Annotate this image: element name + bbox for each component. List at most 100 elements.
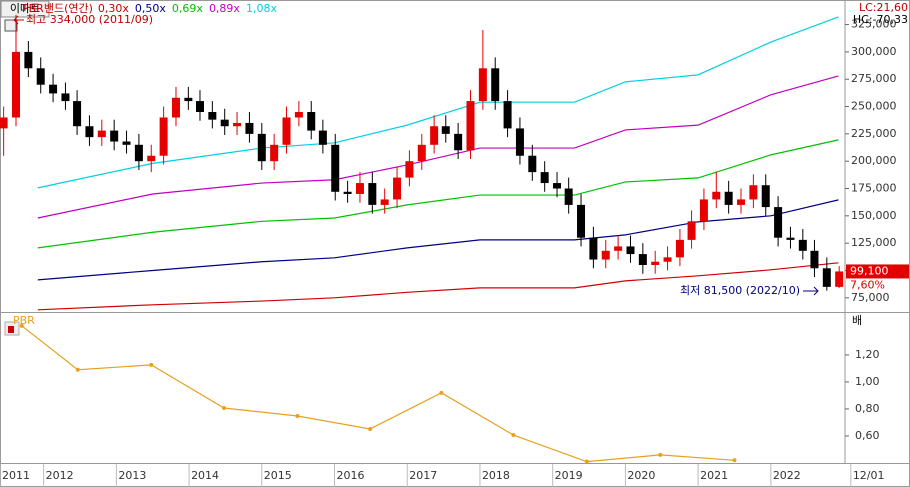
x-tick-label: 2019: [555, 469, 583, 482]
legend-title: PBR밴드(연간): [22, 2, 93, 15]
band-line: [37, 16, 839, 189]
change-label: 7,60%: [850, 278, 885, 291]
band-line: [37, 199, 839, 281]
y-tick-label: 325,000: [851, 18, 897, 31]
candle-body: [355, 183, 364, 194]
x-tick-label: 2014: [191, 469, 219, 482]
x-tick-label: 2016: [337, 469, 365, 482]
candle-body: [380, 199, 389, 205]
candle-body: [307, 112, 316, 131]
candle-body: [147, 155, 156, 162]
candle-body: [564, 188, 573, 205]
candle-body: [441, 126, 450, 134]
pbr-point: [295, 413, 300, 418]
arrow: [803, 286, 819, 296]
candle-body: [294, 112, 303, 118]
candle-body: [110, 130, 119, 142]
candle-body: [220, 119, 229, 127]
candle-body: [49, 84, 58, 94]
candle-body: [184, 97, 193, 102]
candle-body: [11, 51, 20, 118]
candle-body: [0, 117, 8, 129]
candle-body: [786, 237, 795, 240]
y-tick-label: 225,000: [851, 127, 897, 140]
legend-item: 0,50x: [135, 2, 166, 15]
candle-body: [208, 112, 217, 120]
candle-body: [601, 250, 610, 260]
candle-body: [651, 261, 660, 266]
y-tick-label: 1,00: [855, 375, 880, 388]
candle-body: [466, 101, 475, 151]
candle-body: [24, 51, 33, 69]
candle-body: [343, 191, 352, 194]
candle-body: [417, 144, 426, 162]
icon: [8, 326, 14, 333]
candle-body: [97, 130, 106, 138]
y-axis-label: 배: [852, 314, 862, 327]
candle-body: [331, 144, 340, 192]
candle-body: [503, 101, 512, 129]
candle-body: [491, 68, 500, 102]
candle-body: [724, 191, 733, 205]
candle-body: [318, 130, 327, 145]
low-note: 최저 81,500 (2022/10): [680, 284, 800, 297]
icon: [4, 19, 18, 32]
candle-body: [675, 239, 684, 258]
candle-body: [159, 117, 168, 156]
band-line: [37, 139, 839, 249]
pbr-point: [149, 362, 154, 367]
candle-body: [737, 199, 746, 205]
candle-body: [663, 257, 672, 262]
candle-body: [134, 144, 143, 162]
candle-body: [589, 237, 598, 260]
candle-body: [61, 93, 70, 102]
pbr-point: [19, 323, 24, 328]
y-tick-label: 200,000: [851, 154, 897, 167]
x-tick-label: 2020: [627, 469, 655, 482]
candle-body: [233, 122, 242, 127]
pbr-point: [75, 367, 80, 372]
y-tick-label: 0,60: [855, 429, 880, 442]
chart-title: 이마트: [10, 2, 40, 15]
last-price-label: 99,100: [850, 264, 889, 277]
legend-item: 0,30x: [98, 2, 129, 15]
candle-body: [245, 122, 254, 134]
y-tick-label: 300,000: [851, 45, 897, 58]
x-tick-label: 2015: [264, 469, 292, 482]
legend-pbr: PBR: [13, 314, 35, 327]
candle-body: [798, 239, 807, 251]
x-tick-label: 2013: [118, 469, 146, 482]
candle-body: [761, 185, 770, 208]
candle-body: [540, 172, 549, 184]
y-tick-label: 275,000: [851, 72, 897, 85]
candle-body: [577, 204, 586, 238]
x-tick-label: 2022: [773, 469, 801, 482]
x-tick-label: 2017: [409, 469, 437, 482]
y-tick-label: 0,80: [855, 402, 880, 415]
x-tick-label: 2012: [46, 469, 74, 482]
y-tick-label: 250,000: [851, 100, 897, 113]
y-tick-label: 1,20: [855, 348, 880, 361]
candle-body: [553, 183, 562, 189]
candle-body: [405, 161, 414, 178]
candle-body: [528, 155, 537, 173]
candle-body: [122, 141, 131, 145]
candle-body: [171, 97, 180, 118]
candle-body: [393, 177, 402, 200]
candle-body: [614, 246, 623, 251]
candle-body: [712, 191, 721, 200]
candle-body: [810, 250, 819, 269]
pbr-point: [584, 459, 589, 464]
candle-body: [835, 271, 844, 287]
band-line: [37, 262, 839, 311]
candle-body: [478, 68, 487, 102]
y-tick-label: 150,000: [851, 209, 897, 222]
candle-body: [454, 133, 463, 151]
candle-body: [368, 183, 377, 205]
x-tick-label: 2021: [700, 469, 728, 482]
candle-body: [749, 185, 758, 200]
legend-item: 0,69x: [172, 2, 203, 15]
x-tick-label: 2018: [482, 469, 510, 482]
high-note: 최고 334,000 (2011/09): [26, 13, 153, 26]
